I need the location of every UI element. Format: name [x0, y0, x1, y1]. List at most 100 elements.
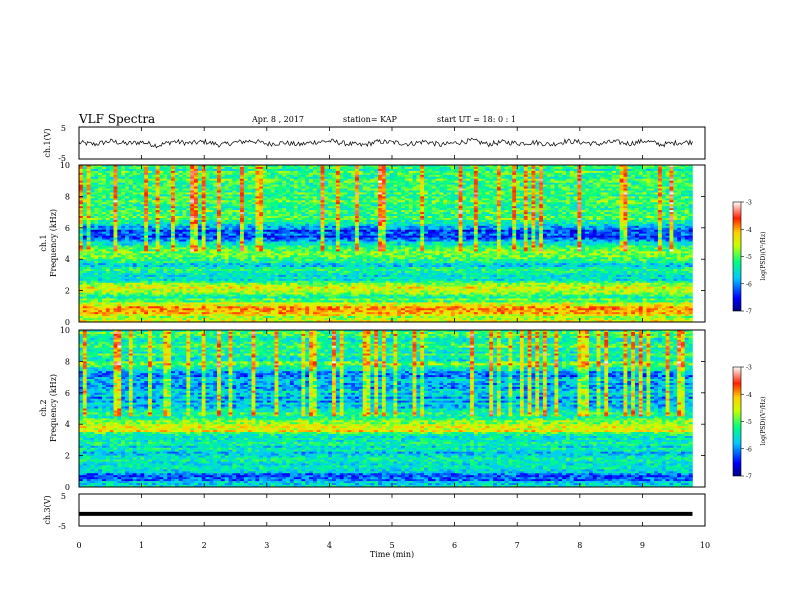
spectrogram-cell: [236, 170, 241, 174]
spectrogram-cell: [316, 166, 321, 170]
spectrogram-cell: [355, 221, 360, 225]
spectrogram-cell: [174, 221, 179, 225]
spectrogram-cell: [516, 223, 521, 227]
spectrogram-cell: [470, 214, 475, 217]
spectrogram-cell: [190, 192, 195, 195]
spectrogram-cell: [684, 170, 689, 174]
spectrogram-cell: [404, 192, 410, 195]
spectrogram-cell: [362, 196, 367, 199]
spectrogram-cell: [263, 180, 268, 183]
spectrogram-cell: [627, 176, 632, 180]
spectrogram-cell: [109, 196, 114, 199]
spectrogram-cell: [251, 214, 256, 217]
spectrogram-cell: [320, 214, 325, 217]
spectrogram-cell: [236, 198, 241, 201]
spectrogram-cell: [481, 221, 486, 225]
spectrogram-cell: [416, 216, 421, 219]
spectrogram-cell: [508, 223, 513, 227]
spectrogram-cell: [128, 172, 133, 176]
spectrogram-cell: [450, 196, 456, 199]
spectrogram-cell: [462, 214, 467, 217]
spectrogram-cell: [631, 166, 636, 170]
spectrogram-cell: [389, 194, 394, 197]
spectrogram-cell: [542, 223, 548, 227]
spectrogram-cell: [128, 212, 133, 215]
spectrogram-cell: [577, 216, 582, 219]
spectrogram-cell: [209, 192, 214, 195]
spectrogram-cell: [588, 170, 594, 174]
spectrogram-cell: [339, 221, 344, 225]
spectrogram-cell: [144, 166, 149, 170]
spectrogram-cell: [669, 165, 674, 168]
spectrogram-cell: [182, 210, 187, 213]
spectrogram-cell: [554, 170, 559, 174]
spectrogram-cell: [608, 200, 613, 203]
spectrogram-cell: [289, 184, 295, 187]
spectrogram-cell: [669, 219, 674, 223]
spectrogram-cell: [504, 194, 509, 197]
spectrogram-cell: [550, 188, 555, 191]
spectrogram-cell: [550, 184, 555, 187]
spectrogram-cell: [274, 202, 279, 205]
spectrogram-cell: [481, 208, 486, 211]
spectrogram-cell: [565, 184, 571, 187]
spectrogram-cell: [201, 216, 206, 219]
spectrogram-cell: [604, 200, 609, 203]
spectrogram-cell: [94, 172, 99, 176]
spectrogram-cell: [155, 180, 160, 183]
spectrogram-cell: [531, 210, 536, 213]
spectrogram-cell: [542, 217, 548, 221]
spectrogram-cell: [615, 188, 620, 191]
spectrogram-cell: [247, 166, 252, 170]
spectrogram-cell: [194, 204, 199, 207]
spectrogram-cell: [136, 217, 141, 221]
spectrogram-cell: [458, 190, 463, 193]
spectrogram-cell: [596, 198, 601, 201]
spectrogram-cell: [592, 180, 597, 183]
spectrogram-cell: [297, 176, 302, 180]
spectrogram-cell: [554, 174, 559, 178]
spectrogram-cell: [408, 210, 413, 213]
spectrogram-cell: [450, 214, 456, 217]
spectrogram-cell: [550, 216, 555, 219]
spectrogram-cell: [236, 176, 241, 180]
spectrogram-cell: [493, 194, 498, 197]
spectrogram-cell: [94, 210, 99, 213]
spectrogram-cell: [397, 206, 402, 209]
spectrogram-cell: [151, 219, 156, 223]
spectrogram-cell: [105, 208, 110, 211]
spectrogram-cell: [535, 206, 540, 209]
spectrogram-cell: [420, 184, 425, 187]
spectrogram-cell: [148, 168, 153, 172]
spectrogram-cell: [470, 174, 475, 178]
spectrogram-cell: [654, 206, 659, 209]
spectrogram-cell: [401, 186, 406, 189]
spectrogram-cell: [650, 178, 655, 181]
spectrogram-cell: [370, 192, 375, 195]
spectrogram-cell: [680, 204, 686, 207]
spectrogram-cell: [546, 204, 551, 207]
spectrogram-cell: [339, 165, 344, 168]
spectrogram-cell: [531, 170, 536, 174]
spectrogram-cell: [355, 166, 360, 170]
spectrogram-cell: [148, 172, 153, 176]
spectrogram-cell: [286, 178, 291, 181]
spectrogram-cell: [263, 196, 268, 199]
spectrogram-cell: [197, 184, 202, 187]
spectrogram-cell: [519, 214, 525, 217]
spectrogram-cell: [657, 190, 663, 193]
spectrogram-cell: [243, 219, 248, 223]
spectrogram-cell: [366, 165, 371, 168]
spectrogram-cell: [167, 174, 172, 178]
spectrogram-cell: [197, 180, 202, 183]
spectrogram-cell: [86, 180, 91, 183]
spectrogram-cell: [332, 202, 337, 205]
spectrogram-cell: [293, 223, 298, 227]
spectrogram-cell: [531, 182, 536, 185]
spectrogram-cell: [424, 221, 429, 225]
spectrogram-cell: [665, 186, 670, 189]
spectrogram-cell: [588, 208, 594, 211]
spectrogram-cell: [642, 174, 647, 178]
spectrogram-cell: [673, 212, 678, 215]
spectrogram-cell: [370, 188, 375, 191]
